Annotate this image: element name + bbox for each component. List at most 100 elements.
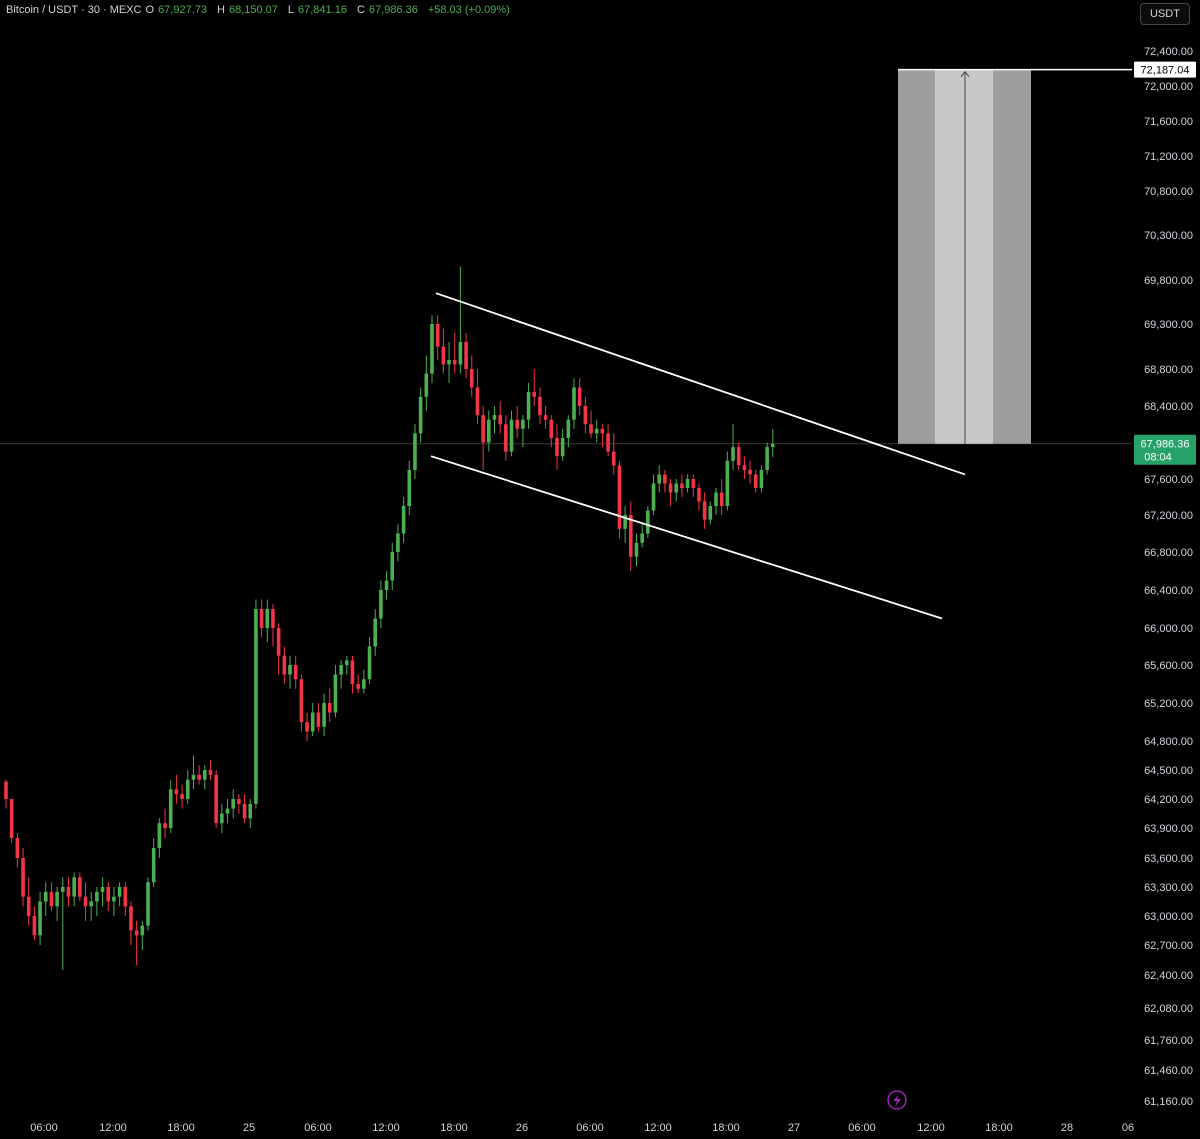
candle-body (49, 891, 54, 907)
candle-body (367, 646, 372, 680)
candle-body (356, 684, 360, 689)
candle-body (424, 373, 429, 397)
candle-body (112, 896, 116, 902)
time-tick-label: 06:00 (576, 1122, 604, 1134)
candle-body (32, 916, 37, 936)
price-tick-label: 72,400.00 (1144, 46, 1193, 58)
candle-body (765, 447, 769, 470)
candle-body (441, 346, 446, 365)
price-tick-label: 61,460.00 (1144, 1065, 1193, 1077)
candle-body (447, 360, 451, 365)
price-tick-label: 67,600.00 (1144, 474, 1193, 486)
target-price-tag-bg (1134, 61, 1196, 78)
candle-body (685, 479, 690, 488)
trendlines-group[interactable] (430, 292, 966, 620)
candle-body (203, 770, 207, 780)
candle-body (680, 483, 684, 488)
candle-body (663, 474, 667, 484)
candle-body (26, 896, 31, 916)
candle-body (134, 930, 139, 936)
candle-body (748, 469, 752, 475)
price-tick-label: 62,400.00 (1144, 970, 1193, 982)
candle-body (583, 406, 588, 425)
candle-body (464, 342, 468, 369)
candle-body (271, 609, 275, 628)
target-zone[interactable] (898, 68, 1132, 444)
channel-lower-trendline[interactable] (430, 455, 943, 620)
symbol-title[interactable]: Bitcoin / USDT · 30 · MEXC (6, 4, 142, 16)
candle-body (4, 781, 8, 799)
price-axis[interactable]: 72,400.00 72,000.00 71,600.00 71,200.00 70,8… (1144, 46, 1193, 1108)
lightning-icon[interactable] (887, 1090, 907, 1110)
price-tick-label: 69,300.00 (1144, 319, 1193, 331)
candle-body (691, 479, 696, 488)
candle-body (492, 415, 497, 420)
candle-body (117, 887, 122, 897)
time-tick-label: 06 (1122, 1122, 1134, 1134)
candle-body (345, 660, 349, 665)
price-tick-label: 66,000.00 (1144, 623, 1193, 635)
candle-body (668, 483, 673, 493)
candle-body (646, 510, 650, 534)
price-tick-label: 64,800.00 (1144, 736, 1193, 748)
candle-body (220, 813, 224, 824)
price-tick-label: 67,200.00 (1144, 510, 1193, 522)
time-tick-label: 12:00 (917, 1122, 945, 1134)
candle-body (526, 392, 531, 420)
candle-body (753, 474, 758, 488)
candle-body (322, 703, 326, 727)
candle-body (697, 488, 701, 502)
candle-body (288, 665, 292, 675)
candle-body (384, 580, 389, 590)
price-tick-label: 66,800.00 (1144, 547, 1193, 559)
candle-body (623, 515, 627, 529)
price-tick-label: 65,200.00 (1144, 698, 1193, 710)
candle-body (725, 460, 730, 506)
high-value: 68,150.07 (228, 4, 278, 16)
candle-body (589, 424, 593, 434)
candle-body (140, 925, 145, 936)
candle-body (66, 887, 71, 897)
candle-body (185, 779, 190, 799)
candle-body (180, 794, 184, 799)
candle-body (538, 396, 542, 416)
candle-body (231, 799, 235, 809)
candle-body (498, 415, 502, 425)
time-tick-label: 18:00 (440, 1122, 468, 1134)
candle-body (736, 447, 741, 466)
candle-body (265, 609, 270, 628)
current-price-tag-bg (1134, 434, 1196, 465)
currency-button[interactable]: USDT (1140, 3, 1190, 25)
time-tick-label: 27 (788, 1122, 800, 1134)
candle-body (362, 679, 366, 689)
candle-body (208, 770, 213, 775)
candle-body (151, 848, 156, 883)
time-tick-label: 18:00 (167, 1122, 195, 1134)
candle-body (89, 901, 93, 907)
candle-body (327, 703, 332, 713)
price-tick-label: 69,800.00 (1144, 275, 1193, 287)
candle-body (617, 465, 622, 529)
candle-body (350, 660, 355, 684)
candle-body (430, 324, 434, 374)
close-label: C (356, 4, 365, 16)
open-label: O (145, 4, 155, 16)
candles-group (4, 266, 775, 970)
candle-body (418, 396, 423, 434)
time-tick-label: 26 (516, 1122, 528, 1134)
candle-body (333, 674, 338, 713)
candle-body (72, 877, 76, 897)
candle-body (629, 515, 633, 557)
time-tick-label: 18:00 (985, 1122, 1013, 1134)
candle-body (555, 437, 559, 457)
candle-body (123, 887, 128, 907)
candle-body (702, 501, 707, 520)
candle-body (651, 483, 656, 511)
time-axis[interactable]: 06:00 12:00 18:00 25 06:00 12:00 18:00 26 06:00 1… (30, 1122, 1134, 1134)
channel-upper-trendline[interactable] (435, 292, 966, 476)
candle-body (293, 665, 298, 680)
candle-body (731, 447, 735, 461)
